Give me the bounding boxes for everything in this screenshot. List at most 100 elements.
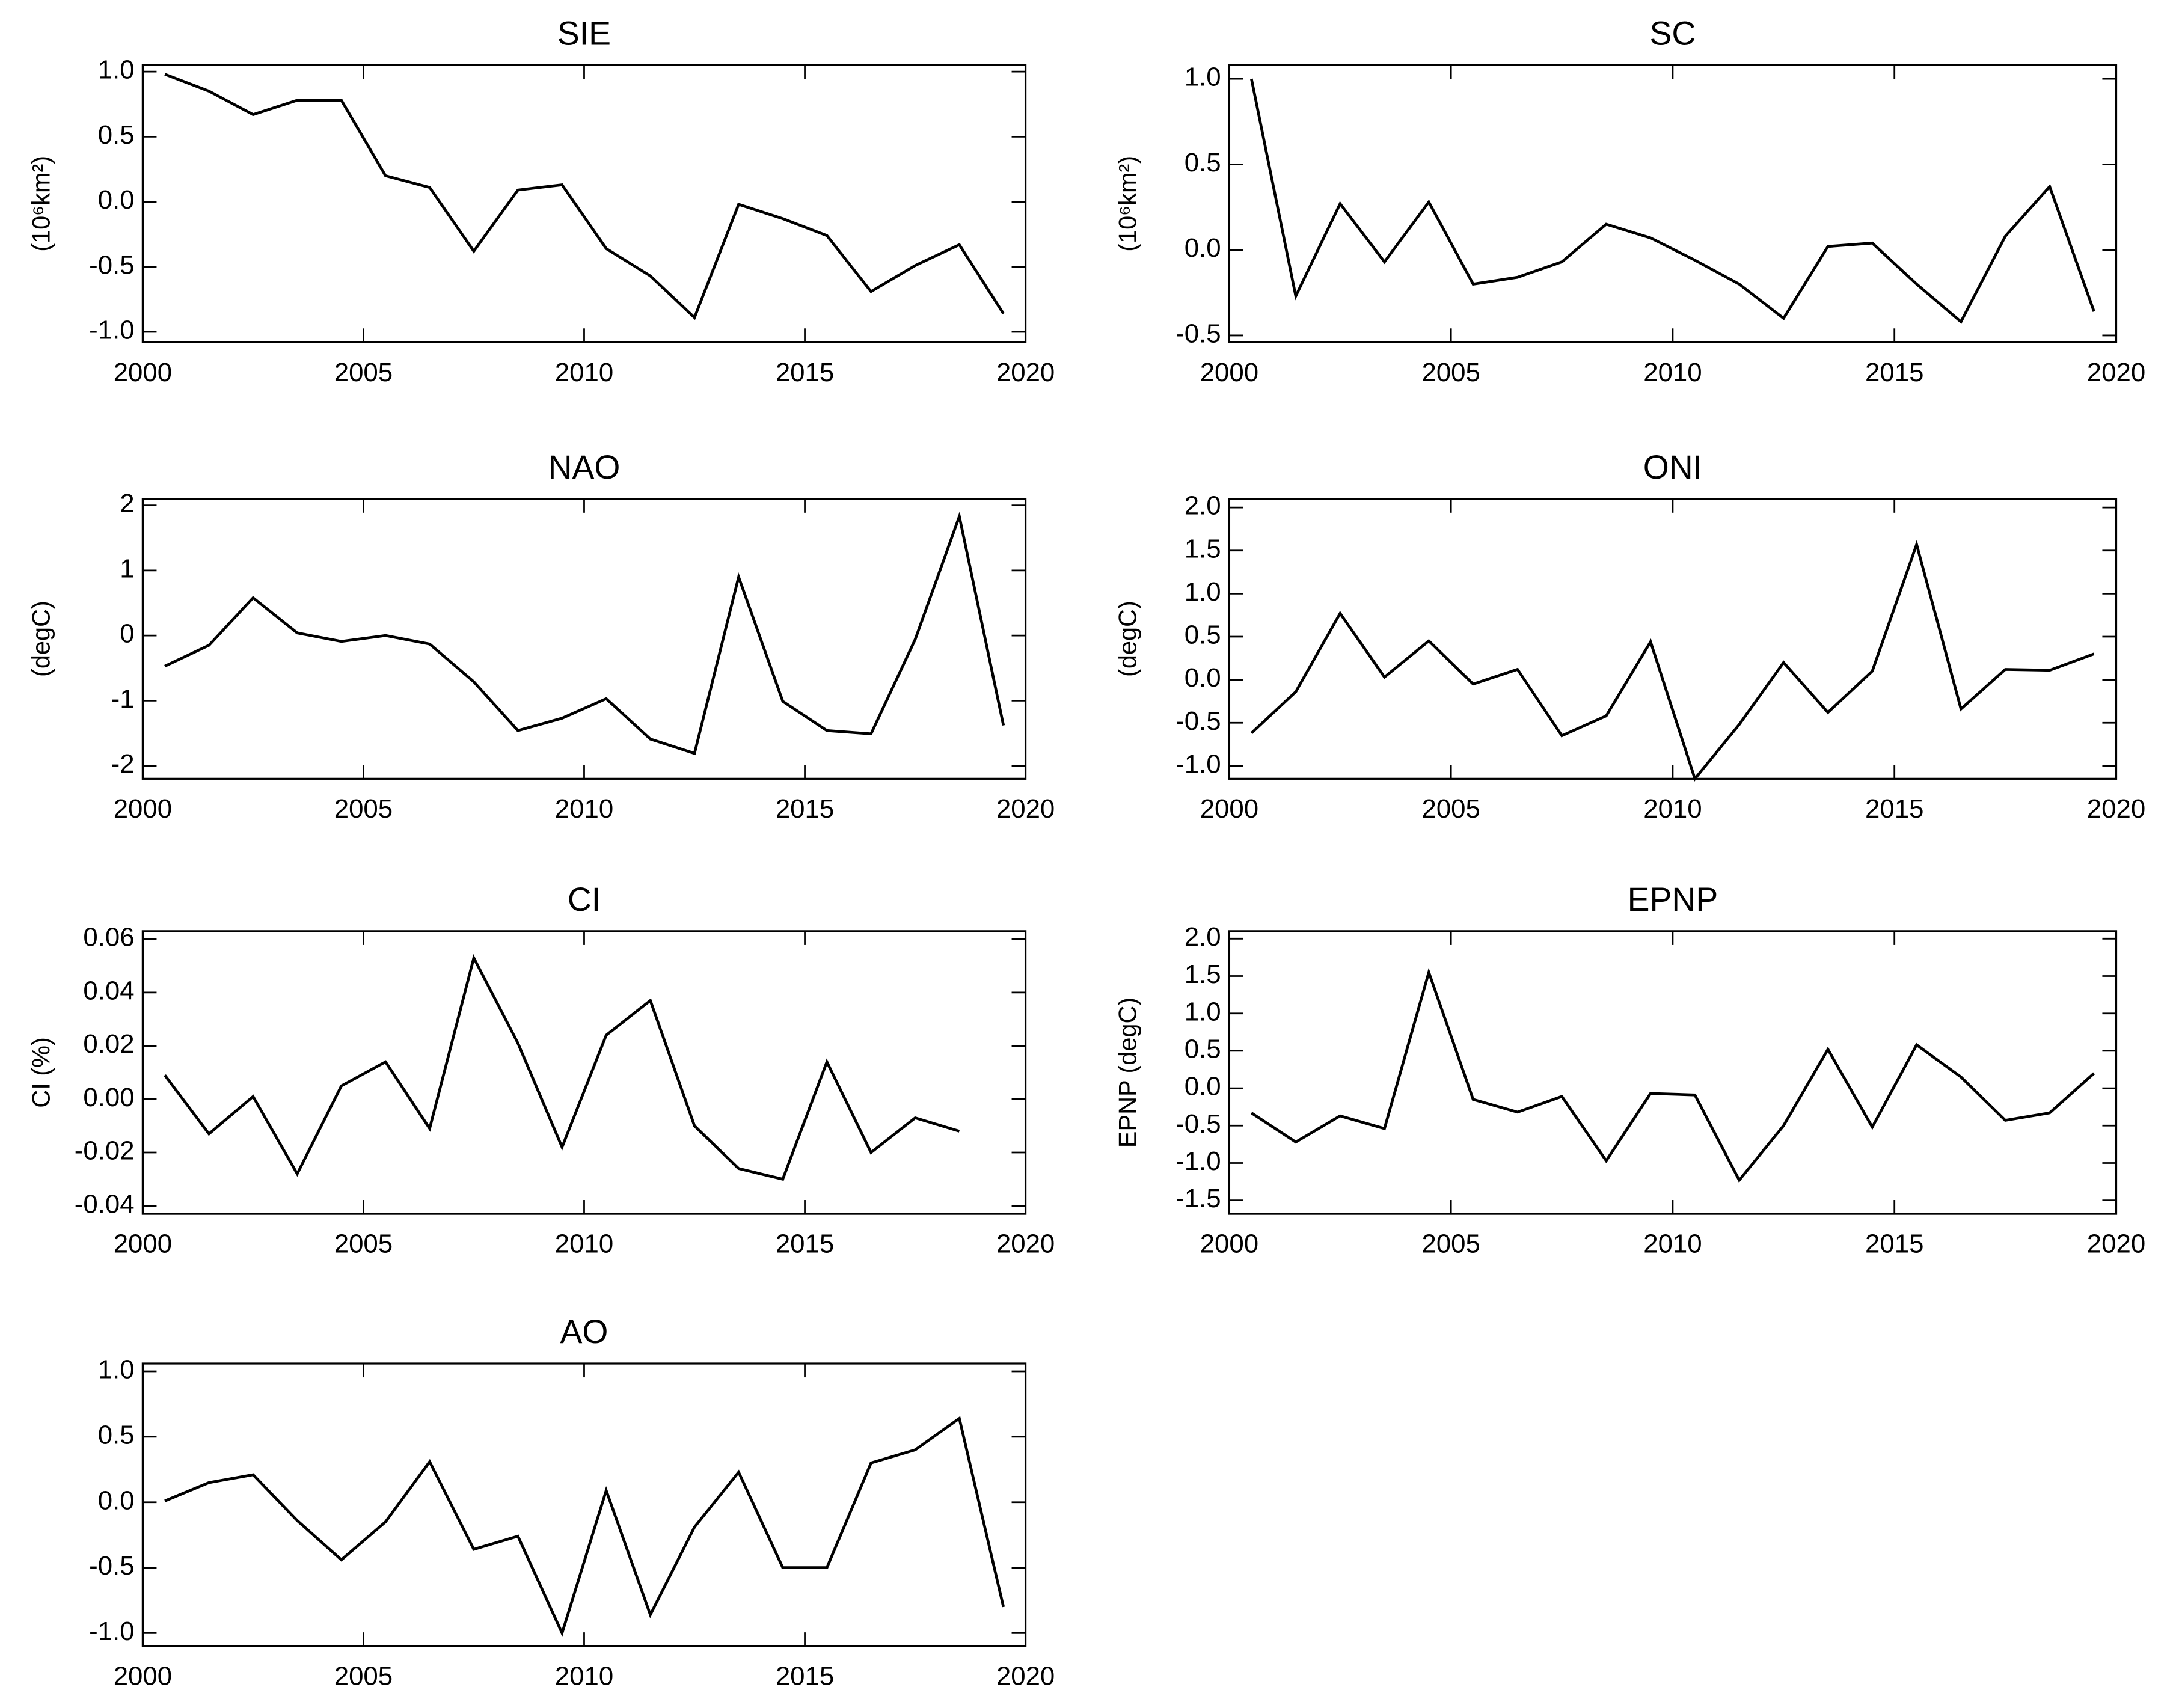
y-tick-label: -2 <box>111 749 135 779</box>
y-tick-label: 1.5 <box>1185 534 1221 563</box>
y-axis-label: (10⁶km²) <box>1113 156 1141 252</box>
x-tick-label: 2000 <box>114 358 172 387</box>
x-tick-label: 2010 <box>555 794 613 824</box>
x-tick-label: 2005 <box>1421 358 1480 387</box>
x-tick-label: 2020 <box>996 1229 1055 1259</box>
x-tick-label: 2000 <box>114 1662 172 1691</box>
y-tick-label: 1.0 <box>1185 577 1221 607</box>
x-tick-label: 2020 <box>996 794 1055 824</box>
y-tick-label: 0.02 <box>83 1029 134 1059</box>
y-tick-label: 2 <box>120 489 134 518</box>
x-tick-label: 2010 <box>555 1229 613 1259</box>
panel-title: EPNP <box>1628 881 1718 918</box>
y-tick-label: 0.06 <box>83 923 134 952</box>
panel: ONI (degC) -1.0 -0.5 0.0 0.5 1.0 1.5 2.0 2000 2005… <box>1113 448 2145 824</box>
y-tick-label: -0.04 <box>75 1189 135 1219</box>
y-tick-label: 0.5 <box>98 1420 135 1449</box>
x-tick-label: 2005 <box>1421 794 1480 824</box>
y-tick-label: 0.0 <box>98 1486 135 1515</box>
y-tick-label: -1.0 <box>1175 1146 1221 1176</box>
y-tick-label: 2.0 <box>1185 491 1221 521</box>
y-tick-label: 1.0 <box>1185 63 1221 92</box>
y-tick-label: -0.5 <box>89 250 134 280</box>
y-tick-label: -1.0 <box>1175 749 1221 779</box>
data-line <box>164 953 960 1181</box>
y-tick-label: -0.5 <box>1175 1109 1221 1139</box>
x-tick-label: 2015 <box>1865 794 1923 824</box>
y-tick-label: 0.5 <box>1185 148 1221 177</box>
panel: SIE (10⁶km²) -1.0 -0.5 0.0 0.5 1.0 2000 2005 2010… <box>26 15 1055 387</box>
x-tick-label: 2015 <box>1865 1229 1923 1259</box>
x-tick-label: 2010 <box>555 358 613 387</box>
x-tick-label: 2000 <box>1200 358 1258 387</box>
x-tick-label: 2005 <box>334 1662 393 1691</box>
panel-title: AO <box>560 1313 608 1350</box>
data-line <box>1250 78 2095 324</box>
x-tick-label: 2010 <box>1643 1229 1702 1259</box>
y-axis-label: (degC) <box>26 601 55 677</box>
y-tick-label: -1.0 <box>89 1617 134 1646</box>
plot-frame <box>141 64 1027 343</box>
data-line <box>1250 539 2095 782</box>
y-tick-label: -0.5 <box>1175 706 1221 736</box>
x-tick-label: 2005 <box>334 794 393 824</box>
data-line <box>1251 967 2095 1183</box>
y-tick-label: -1.0 <box>89 316 134 345</box>
x-tick-label: 2010 <box>555 1662 613 1691</box>
x-tick-label: 2005 <box>334 1229 393 1259</box>
x-tick-label: 2020 <box>2087 358 2145 387</box>
x-tick-label: 2000 <box>1200 1229 1258 1259</box>
y-tick-label: -0.5 <box>89 1551 134 1581</box>
y-tick-label: 0.04 <box>83 976 134 1005</box>
y-tick-label: 1.0 <box>98 1355 135 1385</box>
y-tick-label: 0.00 <box>83 1083 134 1112</box>
y-tick-label: -0.5 <box>1175 319 1221 349</box>
x-tick-label: 2015 <box>776 1662 834 1691</box>
plot-frame <box>141 498 1027 780</box>
x-tick-label: 2015 <box>776 1229 834 1259</box>
y-tick-label: 0.0 <box>1185 233 1221 263</box>
panel-title: SIE <box>557 15 611 52</box>
panel-title: SC <box>1650 15 1696 52</box>
y-axis-label: (10⁶km²) <box>26 156 55 252</box>
y-tick-label: 0 <box>120 619 134 649</box>
y-axis-label: CI (%) <box>26 1037 55 1107</box>
plot-frame <box>1228 498 2118 780</box>
plot-frame <box>141 1362 1027 1647</box>
data-line <box>164 73 1005 320</box>
y-tick-label: 0.0 <box>98 185 135 215</box>
y-tick-label: 2.0 <box>1185 922 1221 952</box>
panel: CI CI (%) -0.04 -0.02 0.00 0.02 0.04 0.06 2000 20… <box>26 881 1055 1259</box>
y-tick-label: -1.5 <box>1175 1184 1221 1213</box>
x-tick-label: 2000 <box>1200 794 1258 824</box>
plot-frame <box>1228 64 2118 343</box>
y-tick-label: -0.02 <box>75 1136 135 1166</box>
x-tick-label: 2020 <box>996 358 1055 387</box>
x-tick-label: 2010 <box>1643 794 1702 824</box>
x-tick-label: 2005 <box>334 358 393 387</box>
y-tick-label: 1.0 <box>1185 997 1221 1026</box>
data-line <box>164 1416 1005 1637</box>
x-tick-label: 2020 <box>996 1662 1055 1691</box>
x-tick-label: 2015 <box>776 358 834 387</box>
x-tick-label: 2015 <box>1865 358 1923 387</box>
x-tick-label: 2010 <box>1643 358 1702 387</box>
panel: NAO (degC) -2 -1 0 1 2 2000 2005 2010 2015 2020 <box>26 448 1055 824</box>
y-tick-label: 0.5 <box>1185 1034 1221 1064</box>
x-tick-label: 2020 <box>2087 1229 2145 1259</box>
panel-title: CI <box>568 881 601 918</box>
x-tick-label: 2000 <box>114 794 172 824</box>
x-tick-label: 2000 <box>114 1229 172 1259</box>
y-tick-label: 0.0 <box>1185 1072 1221 1101</box>
panel: SC (10⁶km²) -0.5 0.0 0.5 1.0 2000 2005 2010 2015 2… <box>1113 15 2145 387</box>
plot-frame <box>141 930 1027 1215</box>
x-tick-label: 2020 <box>2087 794 2145 824</box>
plot-frame <box>1228 930 2118 1215</box>
y-axis-label: EPNP (degC) <box>1113 997 1141 1148</box>
panel-title: NAO <box>548 448 621 486</box>
y-tick-label: 1.5 <box>1185 960 1221 989</box>
data-line <box>164 511 1005 756</box>
y-tick-label: 0.0 <box>1185 663 1221 693</box>
y-tick-label: 1 <box>120 554 134 583</box>
